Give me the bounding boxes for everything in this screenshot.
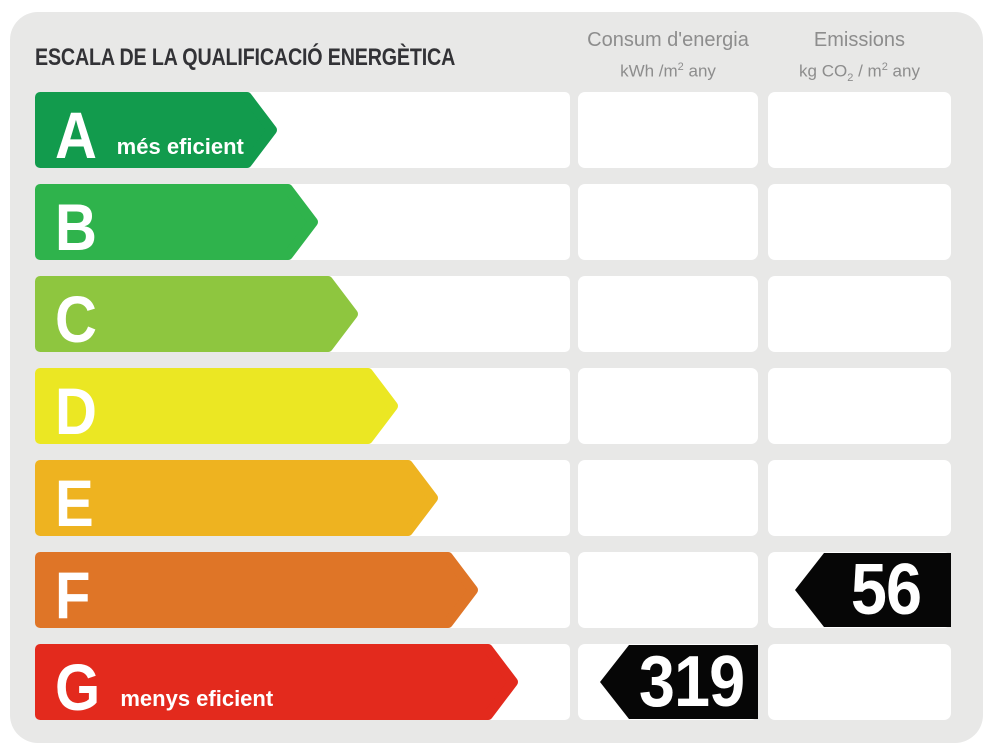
emissions-cell-f: 56: [768, 552, 951, 628]
grade-letter: E: [55, 466, 94, 540]
grade-letter: G: [55, 650, 101, 724]
grade-letter: F: [55, 558, 91, 632]
unit-text: / m: [853, 61, 882, 81]
grade-track: C: [35, 276, 570, 352]
grade-label: F: [55, 558, 95, 632]
emissions-cell-b: [768, 184, 951, 260]
emissions-cell-e: [768, 460, 951, 536]
grade-arrow-e: E: [35, 460, 438, 536]
page-title: ESCALA DE LA QUALIFICACIÓ ENERGÈTICA: [35, 44, 456, 71]
rating-row-f: F 56: [0, 552, 986, 628]
grade-label: E: [55, 466, 99, 540]
grade-arrow-d: D: [35, 368, 398, 444]
grade-arrow-shape: [35, 276, 358, 352]
consum-cell-b: [578, 184, 758, 260]
consum-cell-c: [578, 276, 758, 352]
grade-letter: B: [55, 190, 97, 264]
grade-label: C: [55, 282, 103, 356]
grade-track: E: [35, 460, 570, 536]
rating-row-e: E: [0, 460, 986, 536]
grade-arrow-b: B: [35, 184, 318, 260]
grade-track: F: [35, 552, 570, 628]
unit-text: kWh /m: [620, 61, 678, 81]
emissions-cell-c: [768, 276, 951, 352]
grade-arrow-shape: [35, 184, 318, 260]
rating-row-c: C: [0, 276, 986, 352]
emissions-value-arrow: 56: [795, 553, 951, 627]
unit-text: any: [887, 61, 920, 81]
emissions-cell-a: [768, 92, 951, 168]
consum-value-arrow-text: 319: [639, 642, 745, 722]
emissions-value-arrow-text: 56: [850, 550, 922, 630]
grade-arrow-shape: [35, 368, 398, 444]
unit-superscript: 2: [677, 61, 684, 73]
grade-track: B: [35, 184, 570, 260]
grade-arrow-shape: [35, 552, 478, 628]
unit-subscript: 2: [847, 72, 854, 85]
emissions-column-header: Emissions kg CO2 / m2 any: [768, 27, 951, 92]
consum-cell-e: [578, 460, 758, 536]
grade-arrow-shape: [35, 644, 518, 720]
consum-column-header: Consum d'energia kWh /m2 any: [578, 27, 758, 86]
emissions-header-unit: kg CO2 / m2 any: [768, 53, 951, 92]
unit-text: any: [683, 61, 716, 81]
emissions-cell-g: [768, 644, 951, 720]
grade-letter: C: [55, 282, 97, 356]
grade-sublabel: menys eficient: [120, 686, 274, 711]
grade-sublabel: més eficient: [116, 134, 244, 159]
unit-text: kg CO: [799, 61, 848, 81]
grade-letter: D: [55, 374, 97, 448]
grade-arrow-shape: [35, 92, 277, 168]
consum-header-unit: kWh /m2 any: [578, 53, 758, 86]
rating-row-d: D: [0, 368, 986, 444]
emissions-header-title: Emissions: [813, 29, 906, 51]
grade-arrow-f: F: [35, 552, 478, 628]
grade-label: D: [55, 374, 103, 448]
grade-label: B: [55, 190, 103, 264]
grade-track: D: [35, 368, 570, 444]
consum-header-title: Consum d'energia: [587, 29, 749, 51]
consum-cell-g: 319: [578, 644, 758, 720]
emissions-cell-d: [768, 368, 951, 444]
consum-cell-f: [578, 552, 758, 628]
consum-cell-d: [578, 368, 758, 444]
grade-arrow-shape: [35, 460, 438, 536]
unit-superscript: 2: [881, 61, 888, 73]
consum-value-arrow: 319: [600, 645, 758, 719]
rating-row-b: B: [0, 184, 986, 260]
grade-arrow-c: C: [35, 276, 358, 352]
grade-letter: A: [55, 98, 97, 172]
consum-cell-a: [578, 92, 758, 168]
